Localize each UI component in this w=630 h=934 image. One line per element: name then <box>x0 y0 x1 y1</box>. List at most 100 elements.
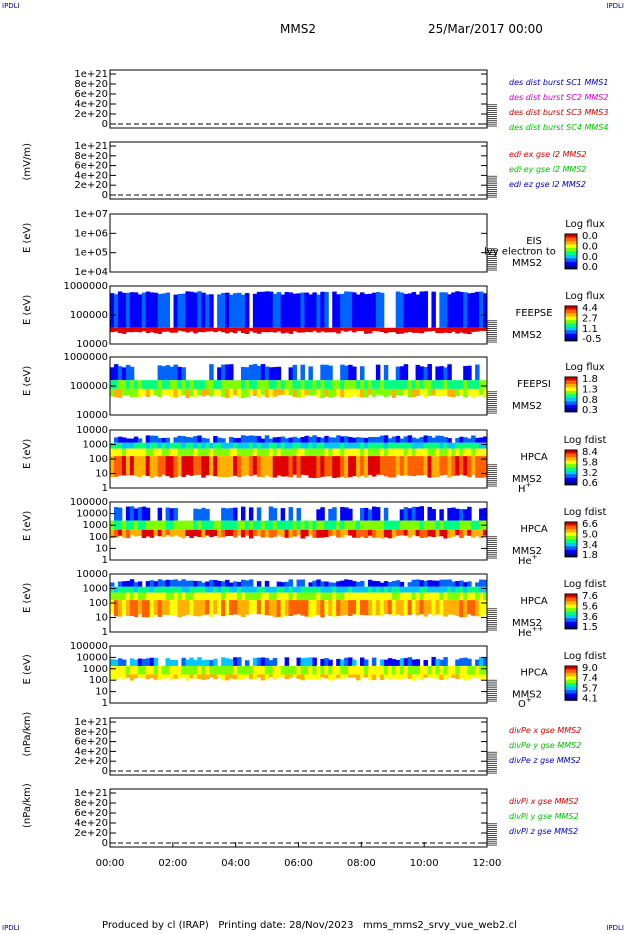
colorbar-swatch <box>565 237 577 242</box>
spectrogram-cell <box>292 674 298 678</box>
spectrogram-cell <box>268 388 274 397</box>
spectrogram-cell <box>367 520 373 530</box>
spectrogram-cell <box>193 529 198 537</box>
spectrogram-cell <box>415 294 421 328</box>
spectrogram-cell <box>276 520 282 530</box>
spectrogram-cell <box>332 388 337 397</box>
spectrogram-cell <box>419 580 425 587</box>
spectrogram-cell <box>209 364 214 381</box>
spectrogram-cell <box>443 367 448 381</box>
spectrogram-cell <box>248 364 254 381</box>
spectrogram-cell <box>475 529 480 537</box>
spectrogram-cell <box>181 600 186 617</box>
spectrogram-cell <box>173 456 178 478</box>
spectrogram-cell <box>256 448 262 457</box>
spectrogram-cell <box>312 665 317 675</box>
spectrogram-cell <box>177 529 182 537</box>
spectrogram-cell <box>316 665 321 675</box>
spectrogram-cell <box>169 520 174 530</box>
spectrogram-cell <box>308 665 313 675</box>
spectrogram-cell <box>467 592 472 601</box>
legend-entry: divPe x gse MMS2 <box>509 726 581 735</box>
y-tick-label: 1000 <box>83 520 108 531</box>
spectrogram-cell <box>229 456 234 477</box>
spectrogram-cell <box>153 581 159 587</box>
spectrogram-cell <box>475 592 480 601</box>
spectrogram-cell <box>300 442 305 449</box>
spectrogram-cell <box>153 380 159 389</box>
instrument-label: HPCA <box>520 524 548 535</box>
spectrogram-cell <box>280 582 286 587</box>
spectrogram-cell <box>379 529 385 539</box>
spectrogram-cell <box>272 674 278 681</box>
spectrogram-cell <box>177 580 182 587</box>
spectrogram-cell <box>336 674 341 679</box>
spectrogram-cell <box>185 659 190 666</box>
spectrogram-cell <box>360 380 365 389</box>
panel-EIS <box>109 213 578 273</box>
spectrogram-cell <box>205 520 210 530</box>
spectrogram-cell <box>328 508 333 521</box>
spectrogram-cell <box>209 586 214 593</box>
spectrogram-cell <box>276 674 282 678</box>
spectrogram-cell <box>308 520 313 530</box>
colorbar-tick-label: 0.6 <box>582 478 598 489</box>
spectrogram-cell <box>435 327 440 334</box>
spectrogram-cell <box>181 665 186 675</box>
spectrogram-cell <box>181 448 186 457</box>
colorbar-tick-label: 3.4 <box>582 540 598 551</box>
spectrogram-cell <box>459 592 464 601</box>
spectrogram-cell <box>360 366 365 381</box>
spectrogram-cell <box>415 674 421 679</box>
spectrogram-cell <box>415 520 421 530</box>
spectrogram-cell <box>213 529 218 537</box>
spectrogram-cell <box>284 442 290 449</box>
spectrogram-cell <box>316 509 321 521</box>
spectrogram-cell <box>423 674 428 678</box>
spectrogram-cell <box>451 600 456 615</box>
spectrogram-cell <box>435 658 440 666</box>
spectrogram-cell <box>447 380 452 389</box>
spectrogram-cell <box>439 366 444 381</box>
spectrogram-cell <box>197 448 202 457</box>
spectrogram-cell <box>288 367 294 381</box>
spectrogram-cell <box>320 658 325 666</box>
spectrogram-cell <box>328 456 333 477</box>
spectrogram-cell <box>399 600 405 616</box>
spectrogram-cell <box>256 657 262 666</box>
spectrogram-cell <box>157 674 163 681</box>
colorbar-tick-label: 7.6 <box>582 591 598 602</box>
spectrogram-cell <box>371 388 377 397</box>
spectrogram-cell <box>141 529 147 538</box>
spectrogram-cell <box>479 665 484 675</box>
spectrogram-cell <box>185 600 190 615</box>
colorbar-swatch <box>565 258 577 263</box>
colorbar-title: Log fdist <box>564 579 607 590</box>
spectrogram-cell <box>463 456 468 476</box>
spectrogram-cell <box>256 507 262 521</box>
spectrogram-cell <box>415 579 421 587</box>
spectrogram-cell <box>161 366 167 381</box>
colorbar-swatch <box>565 474 577 479</box>
spectrogram-cell <box>229 586 234 593</box>
spectrogram-cell <box>455 586 460 593</box>
colorbar-tick-label: 0.0 <box>582 252 598 263</box>
spectrogram-cell <box>340 580 345 587</box>
spectrogram-cell <box>423 442 428 449</box>
spectrogram-cell <box>459 448 464 457</box>
spectrogram-cell <box>316 456 321 479</box>
spectrogram-cell <box>475 448 480 457</box>
spectrogram-cell <box>367 674 373 681</box>
species-label: He++ <box>518 625 544 639</box>
spectrogram-cell <box>332 674 337 680</box>
spectrogram-cell <box>403 592 409 601</box>
spectrogram-cell <box>304 665 309 675</box>
panel-frame <box>109 645 488 704</box>
spectrogram-cell <box>141 448 147 457</box>
spectrogram-cell <box>328 592 333 601</box>
spectrogram-cell <box>149 592 155 601</box>
spectrogram-cell <box>157 579 163 587</box>
colorbar-swatch <box>565 387 577 392</box>
spectrogram-cell <box>125 327 131 333</box>
spectrogram-cell <box>308 294 313 328</box>
